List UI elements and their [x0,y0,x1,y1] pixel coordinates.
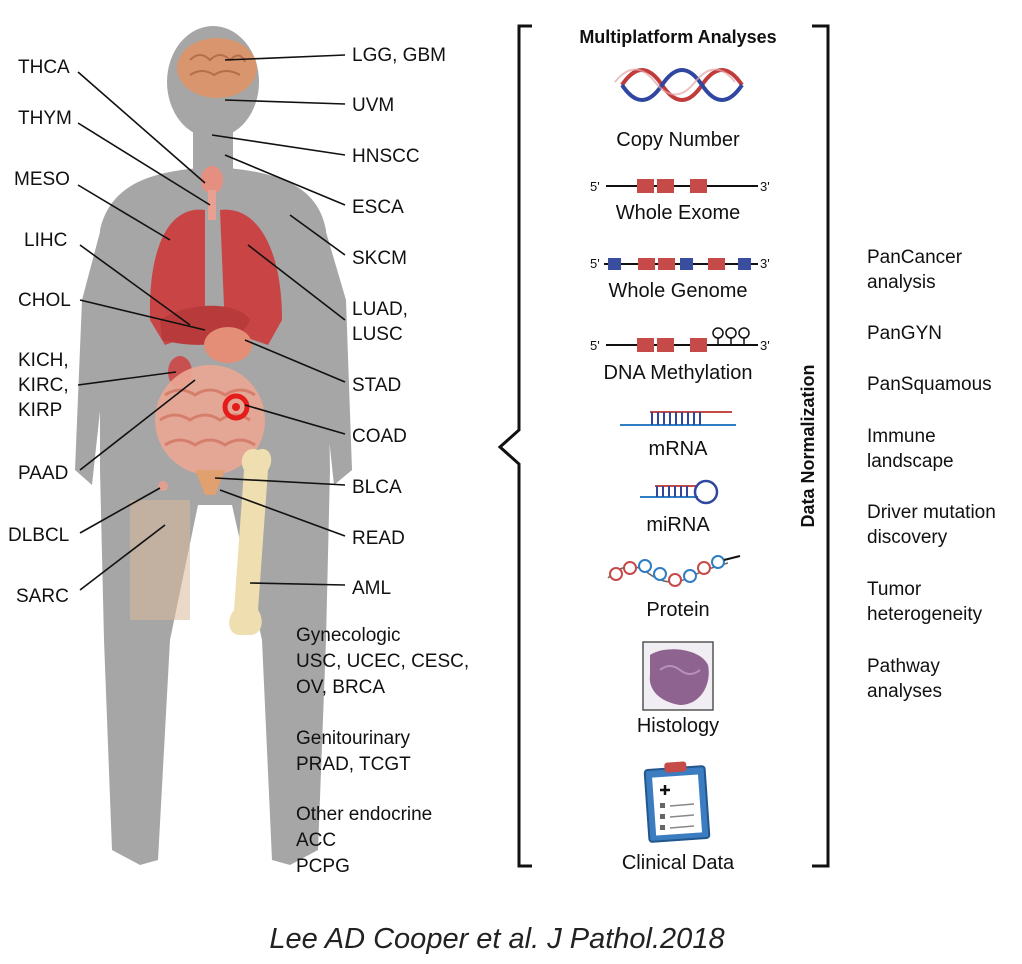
label-sarc: SARC [16,586,69,607]
svg-text:3': 3' [760,256,770,271]
whole-exome-strand: 5' 3' [590,179,770,194]
right-leaders [211,54,346,586]
label-hnscc: HNSCC [352,146,420,167]
label-uvm: UVM [352,95,394,116]
svg-text:3': 3' [760,338,770,353]
analysis-immune-2: landscape [867,451,954,472]
label-paad: PAAD [18,463,68,484]
svg-text:5': 5' [590,338,600,353]
label-luad: LUAD, [352,299,408,320]
label-chol: CHOL [18,290,71,311]
stomach-icon [204,327,252,363]
bone-icon [229,449,272,635]
analysis-immune-1: Immune [867,426,936,447]
data-normalization-label: Data Normalization [798,364,818,527]
intestine-icon [155,365,265,475]
platform-whole-exome: Whole Exome [616,202,741,224]
label-lusc: LUSC [352,324,403,345]
analysis-pangyn: PanGYN [867,323,942,344]
mrna-icon [620,411,736,426]
analysis-pathway-1: Pathway [867,656,940,677]
left-labels: THCA THYM MESO LIHC CHOL KICH, KIRC, KIR… [8,57,72,607]
left-leaders [77,71,211,591]
svg-text:5': 5' [590,256,600,271]
bladder-icon [195,470,225,495]
platform-dna-methylation: DNA Methylation [604,362,753,384]
brain-icon [177,38,257,98]
cancer-groups: Gynecologic USC, UCEC, CESC, OV, BRCA Ge… [296,625,469,877]
thyroid-icon [201,166,223,194]
right-brace [812,24,830,868]
analysis-driver-1: Driver mutation [867,502,996,523]
analysis-pansquamous: PanSquamous [867,374,992,395]
left-brace [497,24,532,868]
label-read: READ [352,528,405,549]
analysis-driver-2: discovery [867,527,948,548]
platform-copy-number: Copy Number [616,129,740,151]
citation: Lee AD Cooper et al. J Pathol.2018 [269,923,724,955]
group-genitourinary-line1: PRAD, TCGT [296,754,411,775]
group-gynecologic-title: Gynecologic [296,625,401,646]
group-genitourinary-title: Genitourinary [296,728,411,749]
analysis-tumor-1: Tumor [867,579,922,600]
platform-mrna: mRNA [649,438,709,460]
colon-tumor-marker [222,393,250,421]
svg-text:3': 3' [760,179,770,194]
section-title: Multiplatform Analyses [579,27,776,47]
label-kirp: KIRP [18,400,62,421]
analysis-pancancer-1: PanCancer [867,247,963,268]
lymph-node-icon [158,481,168,491]
label-blca: BLCA [352,477,402,498]
label-skcm: SKCM [352,248,407,269]
group-endocrine-title: Other endocrine [296,804,432,825]
label-esca: ESCA [352,197,404,218]
svg-text:5': 5' [590,179,600,194]
label-lihc: LIHC [24,230,67,251]
histology-slide-icon [642,641,714,711]
clipboard-icon [643,761,711,843]
label-kich: KICH, [18,350,69,371]
group-gynecologic-line2: OV, BRCA [296,677,385,698]
protein-chain-icon [607,555,741,587]
label-lgg-gbm: LGG, GBM [352,45,446,66]
body-silhouette [75,26,352,865]
mirna-icon [640,479,719,505]
label-thym: THYM [18,108,72,129]
platform-mirna: miRNA [646,514,710,536]
analysis-pancancer-2: analysis [867,272,936,293]
label-dlbcl: DLBCL [8,525,69,546]
label-kirc: KIRC, [18,375,69,396]
platform-histology: Histology [637,715,719,737]
label-aml: AML [352,578,391,599]
analyses-list: PanCancer analysis PanGYN PanSquamous Im… [867,247,996,702]
whole-genome-strand: 5' 3' [590,256,770,271]
label-coad: COAD [352,426,407,447]
platform-whole-genome: Whole Genome [609,280,748,302]
label-stad: STAD [352,375,401,396]
analysis-pathway-2: analyses [867,681,942,702]
analysis-tumor-2: heterogeneity [867,604,983,625]
right-labels: LGG, GBM UVM HNSCC ESCA SKCM LUAD, LUSC … [352,45,446,599]
dna-helix-icon [614,68,744,102]
label-thca: THCA [18,57,70,78]
label-meso: MESO [14,169,70,190]
platform-clinical-data: Clinical Data [622,852,735,874]
methylation-strand: 5' 3' [590,327,770,353]
group-endocrine-line1: ACC [296,830,336,851]
group-endocrine-line2: PCPG [296,856,350,877]
platform-protein: Protein [646,599,709,621]
group-gynecologic-line1: USC, UCEC, CESC, [296,651,469,672]
